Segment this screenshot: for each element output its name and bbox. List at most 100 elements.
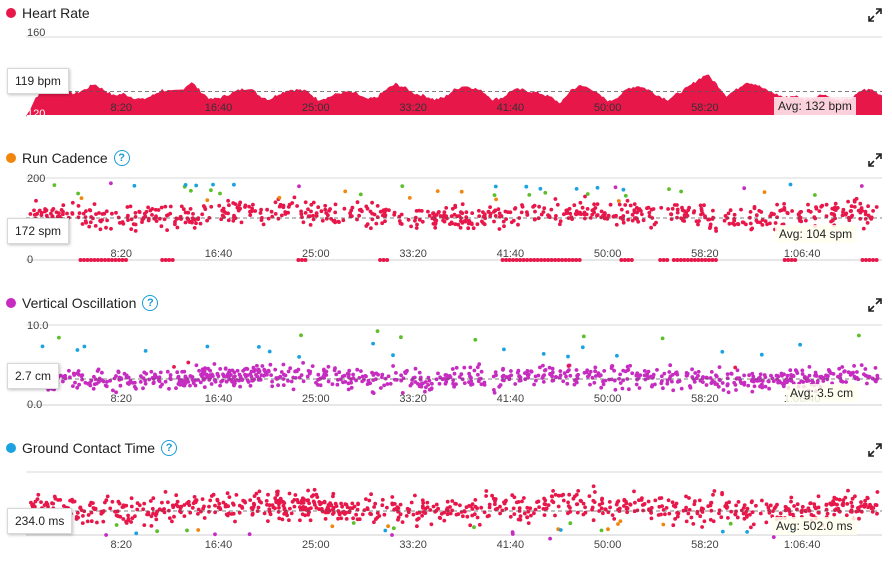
data-point xyxy=(807,365,812,369)
data-point xyxy=(605,217,610,221)
data-point xyxy=(850,504,855,509)
data-point xyxy=(464,210,469,215)
data-point xyxy=(853,376,858,381)
data-point xyxy=(742,516,747,521)
zero-point xyxy=(96,258,100,262)
data-point xyxy=(752,205,757,209)
data-point xyxy=(326,364,331,369)
data-point xyxy=(360,379,365,384)
help-icon[interactable]: ? xyxy=(161,440,178,456)
data-point xyxy=(751,374,756,379)
data-point xyxy=(561,379,566,384)
outlier-point xyxy=(541,352,546,356)
help-icon[interactable]: ? xyxy=(142,295,159,311)
data-point xyxy=(638,373,643,378)
data-point xyxy=(288,366,293,371)
data-point xyxy=(711,519,716,524)
data-point xyxy=(612,378,617,383)
data-point xyxy=(142,211,147,216)
data-point xyxy=(355,367,360,372)
outlier-point xyxy=(510,532,515,536)
data-point xyxy=(83,380,88,385)
data-point xyxy=(470,211,475,215)
data-point xyxy=(861,226,866,231)
data-point xyxy=(495,506,500,511)
data-point xyxy=(163,490,168,494)
expand-icon[interactable] xyxy=(868,298,882,312)
data-point xyxy=(768,503,773,508)
zero-point xyxy=(106,258,111,262)
data-point xyxy=(295,204,299,208)
data-point xyxy=(207,509,211,514)
data-point xyxy=(617,202,622,207)
data-point xyxy=(274,376,279,380)
data-point xyxy=(625,377,630,381)
data-point xyxy=(649,225,653,230)
data-point xyxy=(470,507,475,511)
data-point xyxy=(116,370,121,375)
data-point xyxy=(34,198,38,203)
data-point xyxy=(201,204,206,208)
data-point xyxy=(323,517,328,521)
data-point xyxy=(400,391,405,395)
outlier-point xyxy=(185,528,189,533)
data-point xyxy=(190,505,195,510)
cadence-chart[interactable]: 8:20 16:40 25:00 33:20 41:40 50:00 58:20 1:06:4… xyxy=(0,145,892,290)
data-point xyxy=(732,216,736,221)
outlier-point xyxy=(720,349,725,354)
data-point xyxy=(70,499,75,504)
data-point xyxy=(849,204,854,209)
data-point xyxy=(533,507,538,512)
data-point xyxy=(720,491,724,495)
data-point xyxy=(775,377,779,382)
data-point xyxy=(346,387,351,392)
data-point xyxy=(682,219,687,223)
data-point xyxy=(148,208,153,213)
data-point xyxy=(841,498,846,503)
data-point xyxy=(478,376,483,381)
data-point xyxy=(824,373,828,378)
help-icon[interactable]: ? xyxy=(113,150,130,166)
data-point xyxy=(268,362,273,367)
zero-point xyxy=(860,258,865,262)
data-point xyxy=(268,512,273,517)
data-point xyxy=(352,504,357,509)
data-point xyxy=(588,216,593,220)
expand-icon[interactable] xyxy=(868,8,882,22)
expand-icon[interactable] xyxy=(868,153,882,167)
outlier-point xyxy=(621,187,626,192)
data-point xyxy=(43,209,47,214)
data-point xyxy=(744,222,748,227)
data-point xyxy=(380,497,385,502)
data-point xyxy=(92,202,97,206)
data-point xyxy=(93,506,98,511)
expand-icon[interactable] xyxy=(868,443,882,457)
data-point xyxy=(782,206,787,210)
data-point xyxy=(133,211,138,215)
vertical-oscillation-title: Vertical Oscillation ? xyxy=(6,295,159,311)
data-point xyxy=(168,211,173,216)
vertical-oscillation-chart[interactable]: 8:2016:4025:0033:2041:4050:0058:201:06:4… xyxy=(0,290,892,435)
data-point xyxy=(750,371,755,376)
data-point xyxy=(288,506,292,511)
data-point xyxy=(750,226,755,231)
data-point xyxy=(369,512,373,517)
data-point xyxy=(450,508,454,513)
data-point xyxy=(32,208,36,213)
data-point xyxy=(734,503,738,508)
data-point xyxy=(157,216,162,221)
data-point xyxy=(784,377,789,382)
data-point xyxy=(749,525,753,530)
outlier-point xyxy=(114,523,119,527)
data-point xyxy=(838,372,843,377)
zero-point xyxy=(577,258,582,262)
data-point xyxy=(709,508,714,513)
data-point xyxy=(554,214,558,218)
data-point xyxy=(769,373,773,378)
data-point xyxy=(308,223,313,227)
outlier-point xyxy=(615,353,619,358)
ground-contact-chart[interactable]: 8:20 16:40 25:00 33:20 41:40 50:00 58:20 1:06:4… xyxy=(0,435,892,561)
data-point xyxy=(125,205,130,209)
data-point xyxy=(269,209,274,214)
